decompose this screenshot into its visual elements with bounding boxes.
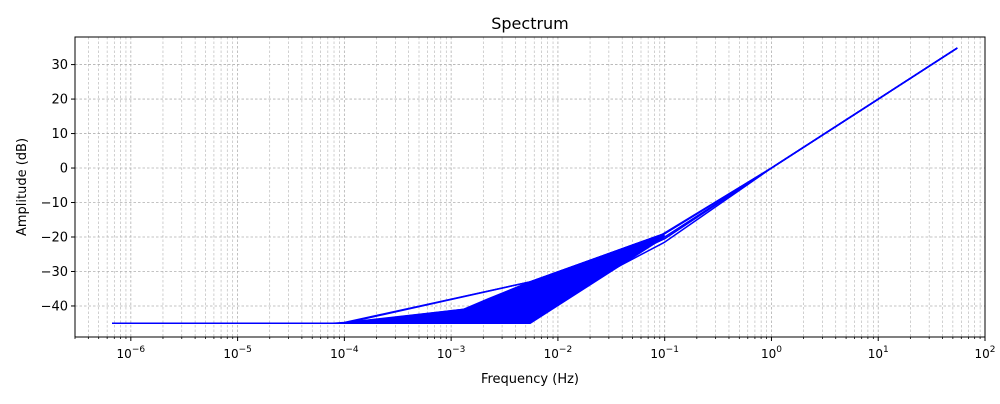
series-line-8	[112, 232, 666, 324]
y-tick-label: −30	[41, 265, 68, 280]
y-tick-label: 20	[51, 93, 68, 108]
series-line-7	[112, 47, 958, 324]
y-tick-label: 0	[60, 162, 68, 177]
y-tick-label: −40	[41, 299, 68, 314]
plot-frame	[74, 36, 986, 338]
x-tick-label: 100	[761, 345, 782, 361]
chart-title: Spectrum	[491, 14, 569, 33]
series-lines	[112, 47, 958, 324]
x-tick-label: 102	[974, 345, 995, 361]
y-axis-label: Amplitude (dB)	[15, 138, 30, 236]
x-axis-ticks: 10−6 10−5 10−4 10−3 10−2 10−1 100 101 102	[74, 337, 996, 361]
x-tick-label: 101	[868, 345, 889, 361]
x-tick-label: 10−1	[650, 345, 679, 361]
x-tick-label: 10−2	[544, 345, 573, 361]
x-tick-label: 10−5	[223, 345, 252, 361]
y-tick-label: −20	[41, 231, 68, 246]
x-tick-label: 10−6	[117, 345, 146, 361]
x-axis-label: Frequency (Hz)	[481, 372, 579, 387]
y-tick-label: 10	[51, 127, 68, 142]
y-tick-label: 30	[51, 58, 68, 73]
x-tick-label: 10−4	[330, 345, 359, 361]
y-axis-ticks: 30 20 10 0 −10 −20 −30 −40	[41, 58, 75, 314]
y-tick-label: −10	[41, 196, 68, 211]
x-tick-label: 10−3	[437, 345, 466, 361]
